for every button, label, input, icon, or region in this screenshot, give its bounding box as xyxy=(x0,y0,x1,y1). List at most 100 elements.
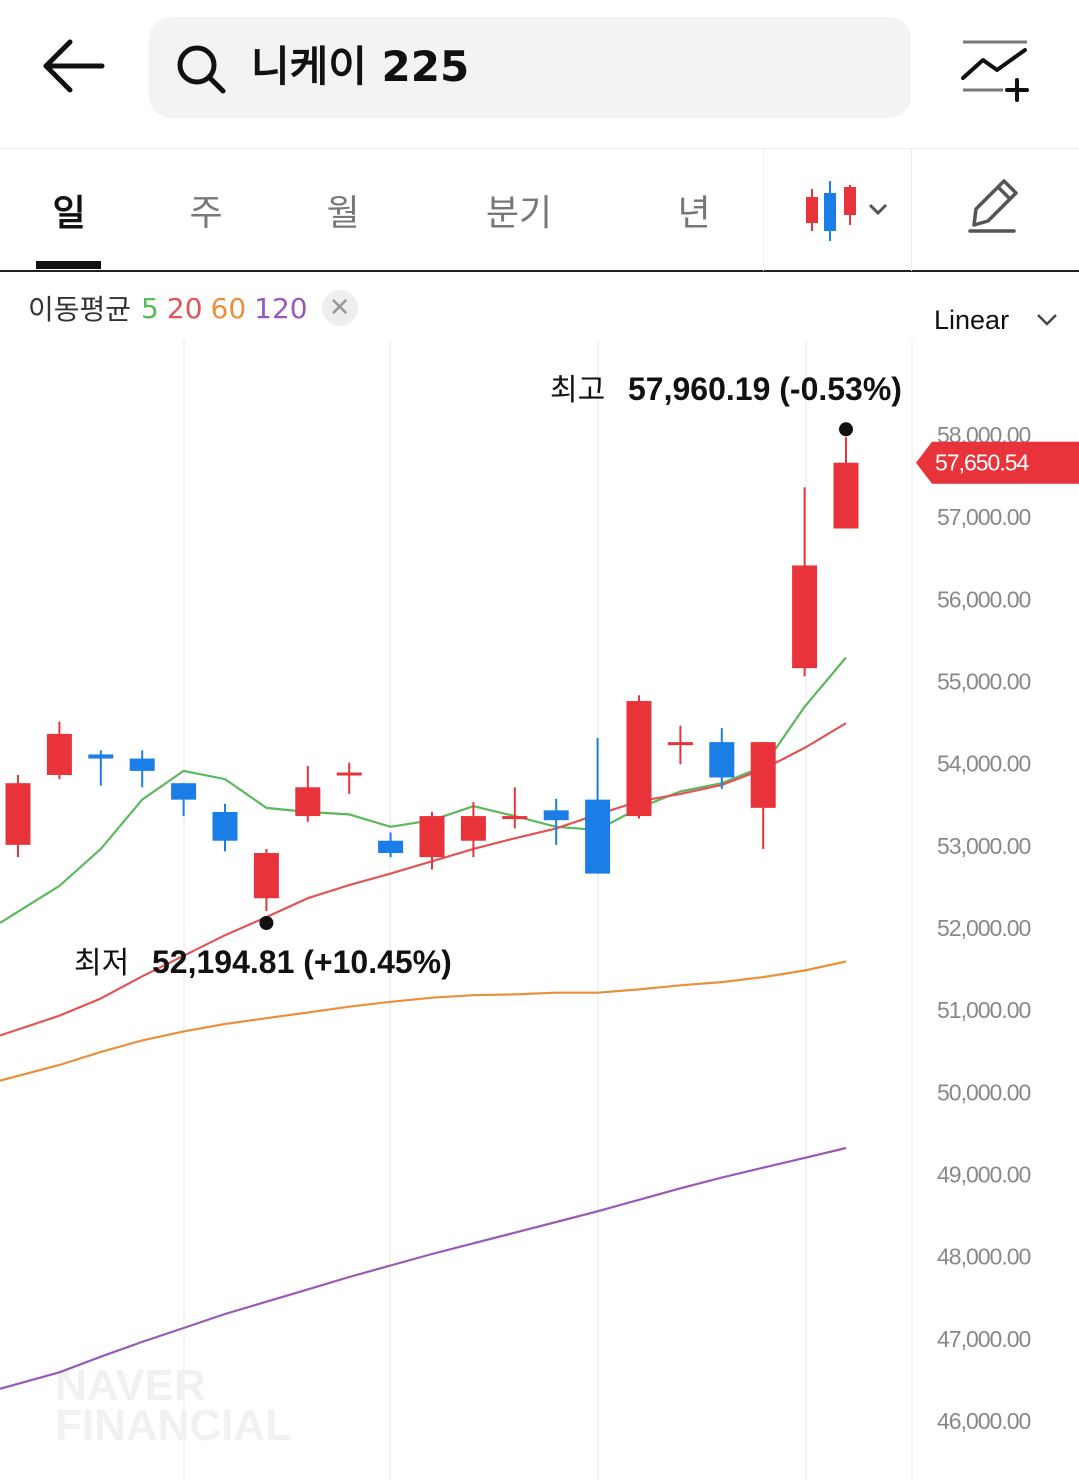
high-marker xyxy=(839,422,853,437)
candle-body xyxy=(833,462,859,529)
candle-body xyxy=(667,742,693,746)
ma-line-60 xyxy=(0,960,847,1082)
candle xyxy=(378,832,404,858)
tab-divider xyxy=(763,149,764,271)
candle xyxy=(212,803,238,852)
high-label-value: 57,960.19 (-0.53%) xyxy=(628,371,902,407)
candle-body xyxy=(295,787,321,817)
low-label-value: 52,194.81 (+10.45%) xyxy=(152,944,452,980)
candle xyxy=(667,725,693,765)
period-tabs: 일 주 월 분기 년 xyxy=(0,148,1079,272)
y-tick-label: 52,000.00 xyxy=(937,915,1031,941)
candle-body xyxy=(460,816,486,841)
candle xyxy=(792,487,818,677)
low-marker xyxy=(259,915,274,930)
ma-period-120: 120 xyxy=(254,291,308,325)
tab-divider xyxy=(911,149,912,271)
ma-period-5: 5 xyxy=(141,291,159,325)
candle-body xyxy=(129,758,155,771)
y-tick-label: 50,000.00 xyxy=(937,1079,1031,1105)
candle-body xyxy=(336,772,362,776)
y-tick-label: 54,000.00 xyxy=(937,751,1031,777)
y-tick-label: 53,000.00 xyxy=(937,833,1031,859)
y-tick-label: 49,000.00 xyxy=(937,1162,1031,1188)
header: 니케이 225 xyxy=(0,0,1079,148)
candles xyxy=(5,437,859,911)
watermark-line1: NAVER xyxy=(55,1361,206,1410)
chart-grid xyxy=(183,340,913,1480)
candle-body xyxy=(543,810,569,821)
tab-month[interactable]: 월 xyxy=(326,193,360,234)
candlestick-icon xyxy=(806,181,888,241)
tab-week[interactable]: 주 xyxy=(189,193,223,234)
candle-body xyxy=(626,701,652,817)
candle xyxy=(543,798,569,845)
close-icon[interactable]: ✕ xyxy=(321,290,358,326)
candle xyxy=(460,802,486,858)
candle xyxy=(253,848,279,911)
y-tick-label: 51,000.00 xyxy=(937,997,1031,1023)
candle xyxy=(585,738,611,874)
candle-body xyxy=(750,742,776,808)
y-tick-label: 56,000.00 xyxy=(937,586,1031,612)
price-chart[interactable]: NAVER FINANCIAL 58,000.0057,000.0056,000… xyxy=(0,340,1079,1480)
candle-body xyxy=(171,783,197,800)
chart-type-dropdown[interactable] xyxy=(764,149,910,271)
tab-day[interactable]: 일 xyxy=(52,193,86,234)
candle xyxy=(295,765,321,822)
candle-body xyxy=(46,733,72,775)
watermark-line2: FINANCIAL xyxy=(55,1401,292,1450)
candle xyxy=(171,783,197,817)
candle-body xyxy=(709,742,735,778)
y-tick-label: 47,000.00 xyxy=(937,1326,1031,1352)
candle xyxy=(129,750,155,788)
y-tick-label: 48,000.00 xyxy=(937,1244,1031,1270)
tab-quarter[interactable]: 분기 xyxy=(485,193,553,234)
candle-body xyxy=(502,816,528,820)
ma-legend-title: 이동평균 xyxy=(28,293,132,326)
high-label-prefix: 최고 xyxy=(550,373,605,408)
candle xyxy=(750,742,776,849)
candle xyxy=(626,695,652,819)
moving-average-legend[interactable]: 이동평균 5 20 60 120 ✕ xyxy=(28,286,358,330)
candle xyxy=(46,721,72,780)
candle xyxy=(709,728,735,789)
chevron-down-icon xyxy=(868,203,888,216)
candle-body xyxy=(212,811,238,841)
tab-year[interactable]: 년 xyxy=(677,193,711,234)
chevron-down-icon xyxy=(1037,314,1057,326)
current-price-bg xyxy=(916,441,1079,484)
y-tick-label: 55,000.00 xyxy=(937,669,1031,695)
candle xyxy=(336,762,362,794)
ma-period-20: 20 xyxy=(166,291,203,325)
candle xyxy=(88,750,114,786)
candle-body xyxy=(5,783,31,845)
y-tick-label: 46,000.00 xyxy=(937,1408,1031,1434)
ma-period-60: 60 xyxy=(210,291,247,325)
search-icon xyxy=(177,45,226,94)
back-arrow-icon xyxy=(43,39,105,93)
current-price-tag: 57,650.54 xyxy=(916,441,1079,484)
candle-body xyxy=(792,565,818,669)
candle-body xyxy=(88,754,114,759)
candle xyxy=(5,774,31,858)
drawing-tool-button[interactable] xyxy=(912,149,1079,271)
candle-body xyxy=(253,853,279,899)
watermark: NAVER FINANCIAL xyxy=(55,1361,292,1450)
scale-select[interactable]: Linear xyxy=(934,300,1064,340)
annotations: 최고 57,960.19 (-0.53%) 최저 52,194.81 (+10.… xyxy=(74,371,902,981)
candle-body xyxy=(419,816,445,858)
current-price-label: 57,650.54 xyxy=(935,450,1030,476)
y-tick-label: 57,000.00 xyxy=(937,504,1031,530)
active-tab-indicator xyxy=(36,261,101,269)
add-compare-chart-button[interactable] xyxy=(955,34,1035,106)
chart-add-icon xyxy=(961,40,1029,102)
pencil-icon xyxy=(968,179,1018,233)
search-box[interactable]: 니케이 225 xyxy=(149,17,911,118)
ma-line-120 xyxy=(0,1146,847,1390)
search-query: 니케이 225 xyxy=(251,42,470,91)
low-label-prefix: 최저 xyxy=(74,946,129,981)
candle-body xyxy=(585,799,611,874)
ma-line-5 xyxy=(0,656,847,924)
back-button[interactable] xyxy=(38,30,110,102)
